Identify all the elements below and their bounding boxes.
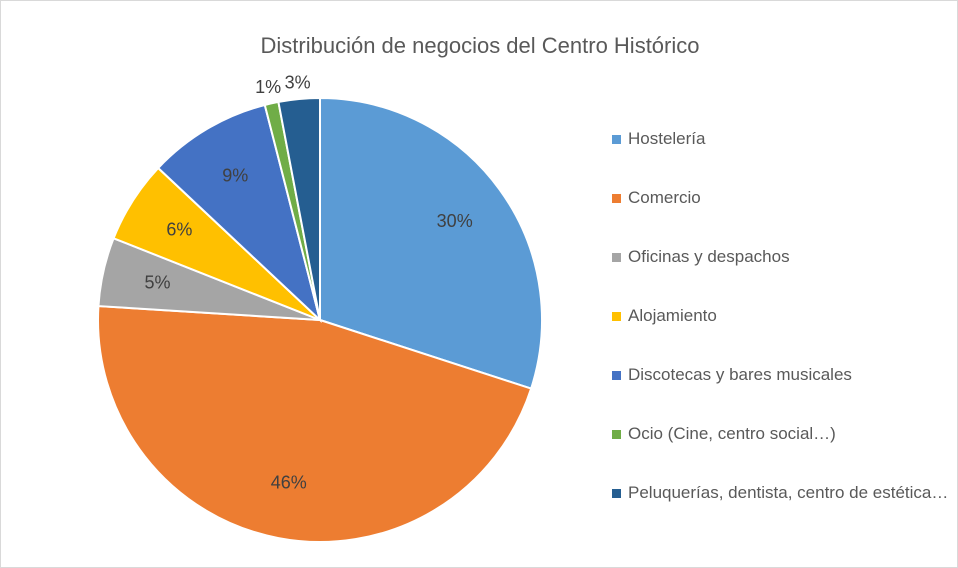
legend-label: Ocio (Cine, centro social…) xyxy=(628,424,836,443)
legend-label: Oficinas y despachos xyxy=(628,247,790,266)
legend: Hostelería Comercio Oficinas y despachos Al… xyxy=(612,124,952,537)
legend-entry: Hostelería xyxy=(612,124,952,183)
legend-label: Peluquerías, dentista, centro de estétic… xyxy=(628,483,949,502)
data-label: 30% xyxy=(437,211,473,231)
chart-title: Distribución de negocios del Centro Hist… xyxy=(261,33,700,58)
data-label: 1% xyxy=(255,77,281,97)
legend-label: Comercio xyxy=(628,188,701,207)
pie-slice xyxy=(97,305,533,543)
legend-entry: Oficinas y despachos xyxy=(612,242,952,301)
legend-entry: Discotecas y bares musicales xyxy=(612,360,952,419)
data-label: 6% xyxy=(166,220,192,240)
pie-slice xyxy=(156,103,322,324)
legend-entry: Comercio xyxy=(612,183,952,242)
legend-swatch xyxy=(612,135,621,144)
data-label: 46% xyxy=(271,472,307,492)
data-label: 3% xyxy=(285,72,311,92)
data-label: 9% xyxy=(222,165,248,185)
data-label: 5% xyxy=(145,272,171,292)
legend-swatch xyxy=(612,312,621,321)
legend-entry: Alojamiento xyxy=(612,301,952,360)
legend-label: Hostelería xyxy=(628,129,706,148)
pie-slice xyxy=(277,96,321,321)
legend-swatch xyxy=(612,489,621,498)
legend-label: Discotecas y bares musicales xyxy=(628,365,852,384)
legend-label: Alojamiento xyxy=(628,306,717,325)
legend-swatch xyxy=(612,371,621,380)
pie-slice xyxy=(319,96,543,390)
legend-entry: Ocio (Cine, centro social…) xyxy=(612,419,952,478)
legend-swatch xyxy=(612,194,621,203)
legend-entry: Peluquerías, dentista, centro de estétic… xyxy=(612,478,952,537)
legend-swatch xyxy=(612,430,621,439)
legend-swatch xyxy=(612,253,621,262)
